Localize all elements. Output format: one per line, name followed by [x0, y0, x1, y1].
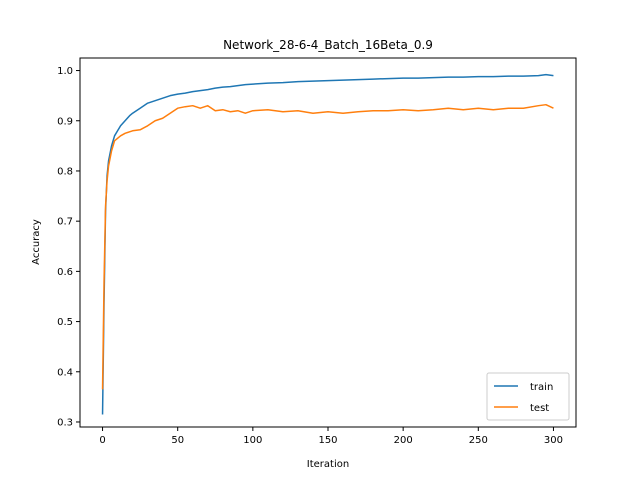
legend-train-label: train	[530, 382, 553, 393]
chart-title: Network_28-6-4_Batch_16Beta_0.9	[223, 38, 433, 52]
x-tick-label: 250	[469, 435, 488, 446]
x-tick-label: 50	[171, 435, 184, 446]
y-tick-label: 0.3	[57, 417, 73, 428]
y-tick-label: 0.7	[57, 217, 73, 228]
y-tick-label: 1.0	[57, 66, 73, 77]
plot-frame	[79, 57, 577, 428]
series-line-test	[101, 103, 554, 390]
series-layer	[101, 73, 554, 415]
y-tick-label: 0.8	[57, 166, 73, 177]
x-axis-label: Iteration	[307, 459, 349, 470]
series-line-train	[101, 73, 554, 415]
legend-box	[486, 372, 570, 421]
y-tick-label: 0.9	[57, 116, 73, 127]
x-tick-label: 0	[99, 435, 105, 446]
x-tick-label: 100	[243, 435, 262, 446]
x-tick-label: 150	[318, 435, 337, 446]
x-tick-label: 200	[394, 435, 413, 446]
legend: train test	[486, 372, 570, 421]
y-tick-label: 0.4	[57, 367, 73, 378]
y-tick-label: 0.6	[57, 267, 73, 278]
y-axis-label: Accuracy	[31, 219, 42, 265]
x-tick-label: 300	[544, 435, 563, 446]
legend-test-label: test	[530, 403, 549, 414]
ticks-layer: 0 50 100 150 200 250 300 0.3 0.4 0.5 0.6 0.7 0.8 0.9 1…	[57, 66, 563, 446]
y-tick-label: 0.5	[57, 317, 73, 328]
